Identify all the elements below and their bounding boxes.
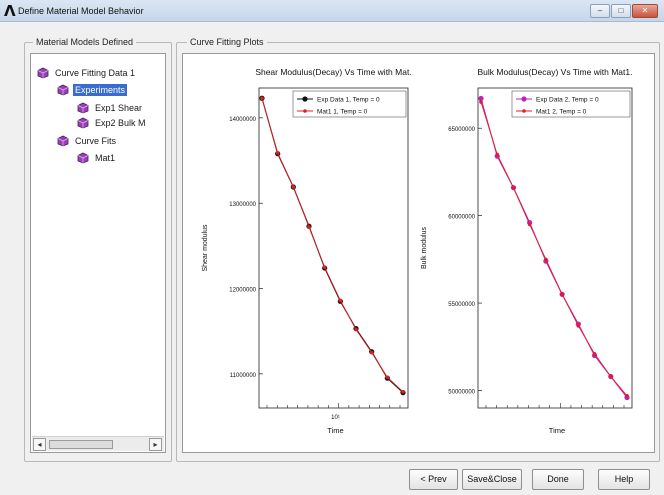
y-tick-label: 65000000 <box>448 127 475 133</box>
legend-entry: Exp Data 2, Temp = 0 <box>536 97 599 104</box>
fit-point <box>544 257 548 262</box>
y-tick-label: 12000000 <box>229 288 256 294</box>
prev-button[interactable]: < Prev <box>409 469 458 490</box>
fit-point <box>511 185 516 190</box>
tree-item-label: Exp1 Shear <box>95 103 143 113</box>
fit-point <box>495 152 500 157</box>
scroll-right-button[interactable]: ▸ <box>149 438 162 451</box>
legend-entry: Exp Data 1, Temp = 0 <box>317 97 380 104</box>
fit-point <box>479 100 483 104</box>
chart-title: Shear Modulus(Decay) Vs Time with Mat. <box>255 67 411 77</box>
legend-box <box>292 90 407 118</box>
material-model-icon <box>77 102 89 114</box>
tree-item-label: Exp2 Bulk M <box>95 118 146 128</box>
chart-title: Bulk Modulus(Decay) Vs Time with Mat1. <box>478 67 633 77</box>
curve-fitting-plots-group: Curve Fitting Plots <box>176 37 660 462</box>
legend-entry: Mat1 2, Temp = 0 <box>536 109 587 116</box>
x-axis-label: Time <box>549 426 565 435</box>
series-line <box>261 98 404 393</box>
app-logo: Λ <box>4 2 16 20</box>
tree-item-label: Curve Fits <box>75 136 117 146</box>
fit-point <box>369 350 374 355</box>
y-tick-label: 55000000 <box>448 302 475 308</box>
done-button[interactable]: Done <box>532 469 584 490</box>
material-model-icon <box>77 152 89 164</box>
plot-area: Shear Modulus(Decay) Vs Time with Mat. 11… <box>182 53 655 453</box>
close-icon: ✕ <box>641 6 649 15</box>
y-axis-label: Bulk modulus <box>421 226 428 269</box>
curve-fitting-plots-label: Curve Fitting Plots <box>187 37 267 47</box>
y-tick-label: 50000000 <box>448 390 475 396</box>
y-tick-label: 14000000 <box>229 117 256 123</box>
chart-frame <box>258 87 409 409</box>
tree-horizontal-scrollbar[interactable]: ◂ ▸ <box>32 436 164 451</box>
fit-point <box>275 151 280 155</box>
fit-point <box>354 327 358 332</box>
fit-point <box>307 225 311 229</box>
scroll-left-button[interactable]: ◂ <box>33 438 46 451</box>
tree-item-label: Curve Fitting Data 1 <box>55 68 136 78</box>
material-model-icon <box>37 67 49 79</box>
x-tick-label: 10¹ <box>331 415 340 421</box>
chart-frame <box>477 87 633 409</box>
y-tick-label: 60000000 <box>448 215 475 221</box>
fit-point <box>608 374 613 379</box>
fit-point <box>527 222 532 227</box>
curve-fitting-charts: Shear Modulus(Decay) Vs Time with Mat. 11… <box>202 67 633 435</box>
fit-point <box>385 375 390 380</box>
fit-point <box>401 389 405 394</box>
data-point <box>478 95 484 102</box>
legend-marker <box>303 109 307 113</box>
legend-marker <box>522 109 526 113</box>
legend-box <box>511 90 631 118</box>
close-button[interactable]: ✕ <box>632 4 658 18</box>
window-title: Define Material Model Behavior <box>18 6 144 16</box>
maximize-button[interactable]: □ <box>611 4 631 18</box>
material-model-icon <box>57 84 69 96</box>
fit-point <box>560 292 564 297</box>
fit-point <box>576 324 581 328</box>
tree-item-label: Experiments <box>73 84 128 96</box>
tree-item-label: Mat1 <box>95 153 116 163</box>
material-model-icon <box>57 135 69 147</box>
minimize-icon: – <box>597 6 603 15</box>
legend-marker <box>521 96 527 102</box>
minimize-button[interactable]: – <box>590 4 610 18</box>
fit-point <box>291 185 296 189</box>
fit-point <box>322 265 327 269</box>
y-axis-label: Shear modulus <box>202 224 209 272</box>
chevron-left-icon: ◂ <box>37 440 42 449</box>
fit-point <box>625 393 629 398</box>
y-tick-label: 11000000 <box>230 373 257 379</box>
series-line <box>480 101 628 397</box>
scroll-thumb[interactable] <box>49 440 113 449</box>
legend-entry: Mat1 1, Temp = 0 <box>317 109 368 116</box>
chevron-right-icon: ▸ <box>153 440 158 449</box>
maximize-icon: □ <box>618 6 624 15</box>
fit-point <box>338 298 343 303</box>
save-close-button[interactable]: Save&Close <box>462 469 522 490</box>
fit-point <box>592 351 597 356</box>
fit-point <box>260 96 264 101</box>
material-models-tree[interactable]: Curve Fitting Data 1 Experiments Exp1 Shea… <box>30 53 166 453</box>
material-models-group: Material Models Defined <box>24 37 172 462</box>
y-tick-label: 13000000 <box>229 202 256 208</box>
title-bar[interactable]: Λ Define Material Model Behavior – □ ✕ <box>0 0 664 22</box>
material-models-label: Material Models Defined <box>33 37 137 47</box>
x-axis-label: Time <box>327 426 343 435</box>
legend-marker <box>302 96 308 102</box>
material-model-icon <box>77 117 89 129</box>
help-button[interactable]: Help <box>598 469 650 490</box>
